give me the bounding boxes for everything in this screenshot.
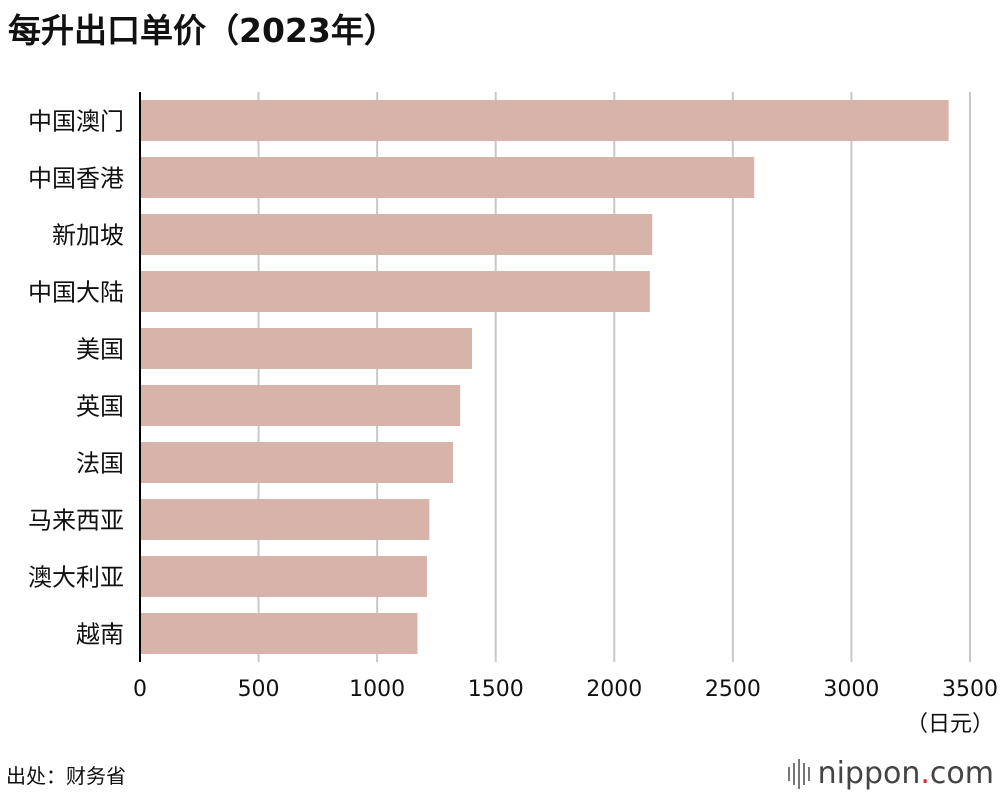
bar [140,271,650,312]
soundwave-icon [787,758,810,789]
category-label: 法国 [76,450,124,478]
bar [140,556,427,597]
x-tick-label: 1500 [468,677,524,702]
source-note: 出处：财务省 [6,764,126,788]
x-tick-label: 3500 [942,677,998,702]
unit-label: （日元） [905,712,994,737]
category-label: 越南 [76,621,124,649]
bar [140,613,418,654]
bars [140,100,949,654]
category-label: 新加坡 [52,222,124,250]
nippon-logo: nippon.com [787,756,994,791]
bar [140,499,430,540]
category-label: 美国 [76,336,124,364]
x-tick-label: 3000 [823,677,879,702]
category-label: 中国香港 [28,165,124,193]
category-label: 马来西亚 [28,507,124,535]
logo-dot: . [920,756,930,791]
logo-name: nippon [817,756,921,791]
bar [140,157,755,198]
category-label: 英国 [76,393,124,421]
bar [140,385,461,426]
tick-labels: 0 500 1000 1500 2000 2500 3000 3500 [133,677,998,702]
x-tick-label: 0 [133,677,147,702]
x-tick-label: 1000 [349,677,405,702]
bar [140,328,472,369]
x-tick-label: 2500 [705,677,761,702]
category-label: 中国澳门 [28,108,124,136]
bar [140,214,653,255]
category-label: 中国大陆 [28,279,124,307]
category-label: 澳大利亚 [28,564,124,592]
x-tick-label: 2000 [586,677,642,702]
bar [140,442,454,483]
logo-text: nippon.com [818,756,994,791]
logo-tld: com [929,756,994,791]
bar [140,100,949,141]
x-tick-label: 500 [238,677,280,702]
chart-title: 每升出口单价（2023年） [8,11,397,50]
